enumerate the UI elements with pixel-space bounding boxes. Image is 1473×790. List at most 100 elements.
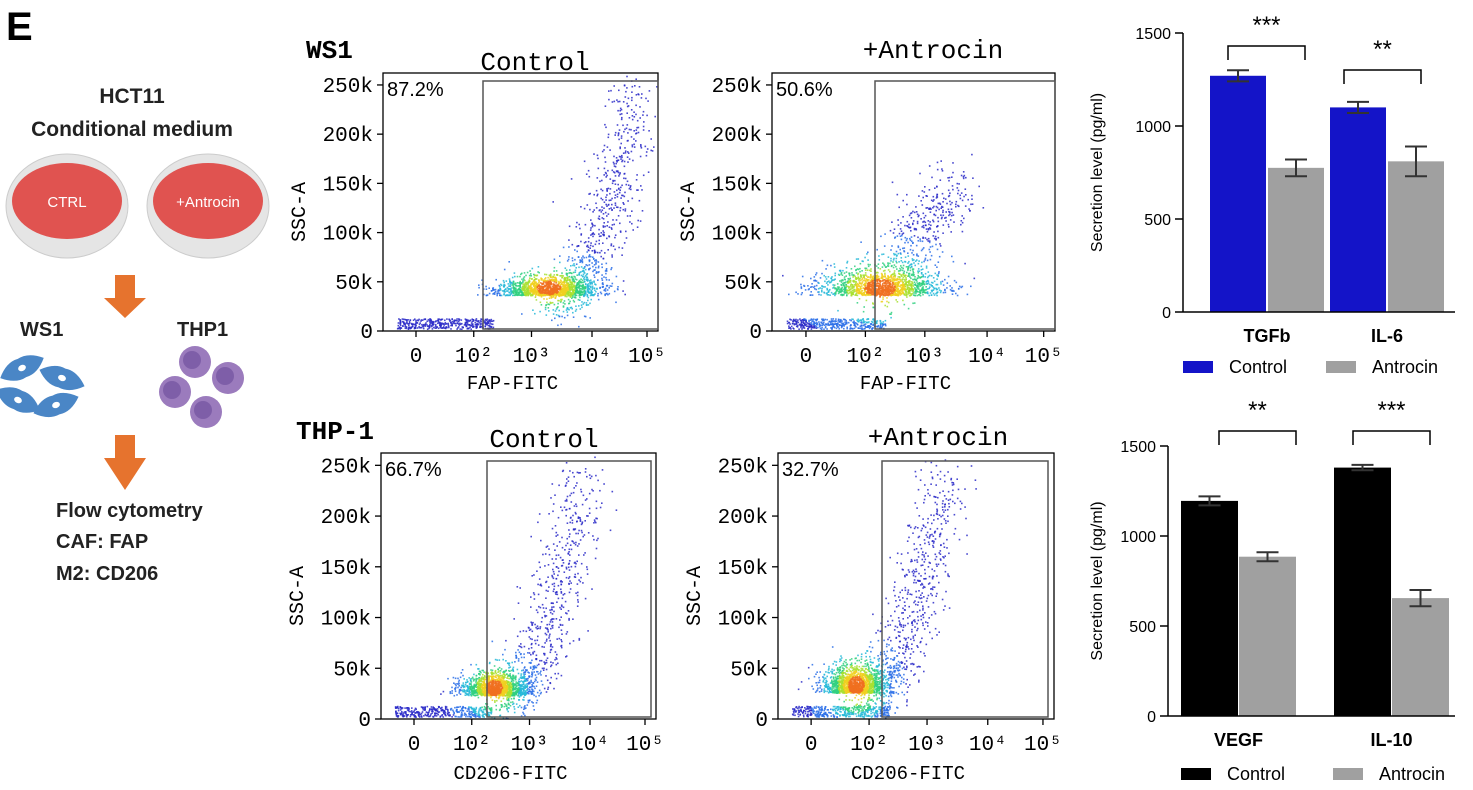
- x-axis-label: FAP-FITC: [860, 373, 951, 395]
- y-tick-label: 1500: [1120, 439, 1156, 456]
- x-tick-label: 10³: [511, 734, 549, 757]
- category-label: IL-6: [1371, 326, 1403, 346]
- flow-plot-2: +Antrocin 50.6% 0 50k 100k 150k 200k 250k 0 10² 10…: [678, 36, 1063, 395]
- monocyte-cells-icon: [159, 346, 244, 428]
- bar-chart-2: VEGF IL-10 0 500 1000 1500 Secretion level (pg…: [1089, 397, 1455, 784]
- antrocin-dish: +Antrocin: [146, 153, 270, 259]
- x-tick-label: 10⁴: [573, 346, 611, 369]
- y-tick-label: 100k: [718, 609, 768, 632]
- cell-label-thp1: THP1: [177, 319, 228, 341]
- y-tick-label: 50k: [333, 659, 371, 682]
- category-label: VEGF: [1214, 730, 1263, 750]
- y-tick-label: 150k: [718, 558, 768, 581]
- schematic-title: HCT11: [99, 85, 165, 108]
- y-tick-label: 250k: [323, 76, 373, 99]
- gate-box: [486, 460, 652, 718]
- plot-frame: [777, 452, 1055, 720]
- x-tick-label: 10³: [513, 346, 551, 369]
- significance-stars: ***: [1252, 12, 1280, 39]
- y-tick-label: 500: [1144, 212, 1171, 229]
- x-tick-label: 10²: [846, 346, 884, 369]
- y-tick-label: 1000: [1120, 529, 1156, 546]
- x-tick-label: 10²: [453, 734, 491, 757]
- x-tick-label: 10⁴: [969, 734, 1007, 757]
- scatter-dots: [782, 153, 985, 330]
- y-tick-label: 200k: [712, 125, 762, 148]
- bar-control-il-6: [1330, 107, 1386, 313]
- plot-title: Control: [489, 425, 598, 455]
- bar-control-il-10: [1334, 467, 1391, 716]
- legend-swatch: [1326, 361, 1356, 373]
- legend-label: Control: [1227, 764, 1285, 784]
- category-label: IL-10: [1370, 730, 1412, 750]
- bar-chart-1: TGFb IL-6 0 500 1000 1500 Secretion level (pg/…: [1089, 12, 1455, 377]
- x-tick-label: 0: [408, 734, 421, 757]
- significance-stars: **: [1248, 397, 1267, 424]
- x-tick-label: 10²: [455, 346, 493, 369]
- x-tick-label: 10⁴: [968, 346, 1006, 369]
- caf-marker-label: CAF: FAP: [56, 531, 148, 553]
- row-label: WS1: [306, 36, 353, 66]
- y-tick-label: 100k: [323, 224, 373, 247]
- plot-title: +Antrocin: [868, 423, 1008, 453]
- plot-title: +Antrocin: [863, 36, 1003, 66]
- legend: Control Antrocin: [1181, 764, 1445, 784]
- y-tick-label: 150k: [321, 558, 371, 581]
- bar-control-vegf: [1181, 500, 1238, 716]
- significance-stars: ***: [1377, 397, 1405, 424]
- ctrl-dish: CTRL: [5, 153, 129, 259]
- bar-antrocin-tgfb: [1268, 167, 1324, 312]
- flow-plot-3: THP-1 Control 66.7% 0 50k 100k 150k 200k 250k 0 10…: [287, 417, 664, 785]
- x-tick-label: 10³: [908, 734, 946, 757]
- y-tick-label: 200k: [718, 507, 768, 530]
- y-axis-label: Secretion level (pg/ml): [1089, 93, 1106, 252]
- bar-antrocin-il-10: [1392, 598, 1449, 716]
- legend-swatch: [1183, 361, 1213, 373]
- method-label: Flow cytometry: [56, 500, 204, 522]
- x-tick-label: 10³: [906, 346, 944, 369]
- flow-cytometry-plots: WS1 Control 87.2% 0 50k 100k 150k 200k 250k 0 10² 1…: [287, 36, 1063, 785]
- x-tick-label: 0: [805, 734, 818, 757]
- legend-swatch: [1181, 768, 1211, 780]
- y-tick-label: 1500: [1135, 26, 1171, 43]
- y-tick-label: 200k: [321, 507, 371, 530]
- y-axis-label: SSC-A: [684, 566, 707, 626]
- significance-stars: **: [1373, 36, 1392, 63]
- y-tick-label: 1000: [1135, 119, 1171, 136]
- y-tick-label: 0: [749, 322, 762, 345]
- x-tick-label: 0: [410, 346, 423, 369]
- y-tick-label: 0: [1162, 305, 1171, 322]
- y-tick-label: 50k: [335, 273, 373, 296]
- x-tick-label: 0: [800, 346, 813, 369]
- plot-frame: [380, 452, 657, 720]
- y-tick-label: 200k: [323, 125, 373, 148]
- scatter-dots: [394, 456, 618, 720]
- schematic-subtitle: Conditional medium: [31, 118, 233, 141]
- x-tick-label: 10⁵: [1024, 734, 1062, 757]
- gate-percent: 50.6%: [776, 79, 833, 101]
- y-tick-label: 50k: [724, 273, 762, 296]
- x-tick-label: 10⁴: [571, 734, 609, 757]
- dish-ctrl-label: CTRL: [47, 194, 86, 211]
- arrow-down-icon: [104, 435, 146, 490]
- bar-control-tgfb: [1210, 75, 1266, 312]
- legend-label: Control: [1229, 357, 1287, 377]
- y-tick-label: 250k: [321, 456, 371, 479]
- experiment-schematic: HCT11 Conditional medium CTRL +Antrocin …: [0, 85, 270, 585]
- gate-box: [874, 80, 1056, 330]
- legend-swatch: [1333, 768, 1363, 780]
- cell-label-ws1: WS1: [20, 319, 63, 341]
- y-axis-label: SSC-A: [678, 182, 701, 242]
- panel-letter: E: [6, 5, 33, 49]
- y-tick-label: 0: [755, 710, 768, 733]
- dish-antrocin-label: +Antrocin: [176, 194, 240, 211]
- flow-plot-4: +Antrocin 32.7% 0 50k 100k 150k 200k 250k 0 10² 10…: [684, 423, 1062, 785]
- x-tick-label: 10⁵: [628, 346, 666, 369]
- gate-box: [482, 80, 659, 330]
- secretion-bar-charts: TGFb IL-6 0 500 1000 1500 Secretion level (pg/…: [1089, 12, 1455, 784]
- y-tick-label: 150k: [712, 174, 762, 197]
- gate-box: [881, 460, 1049, 718]
- y-tick-label: 250k: [718, 456, 768, 479]
